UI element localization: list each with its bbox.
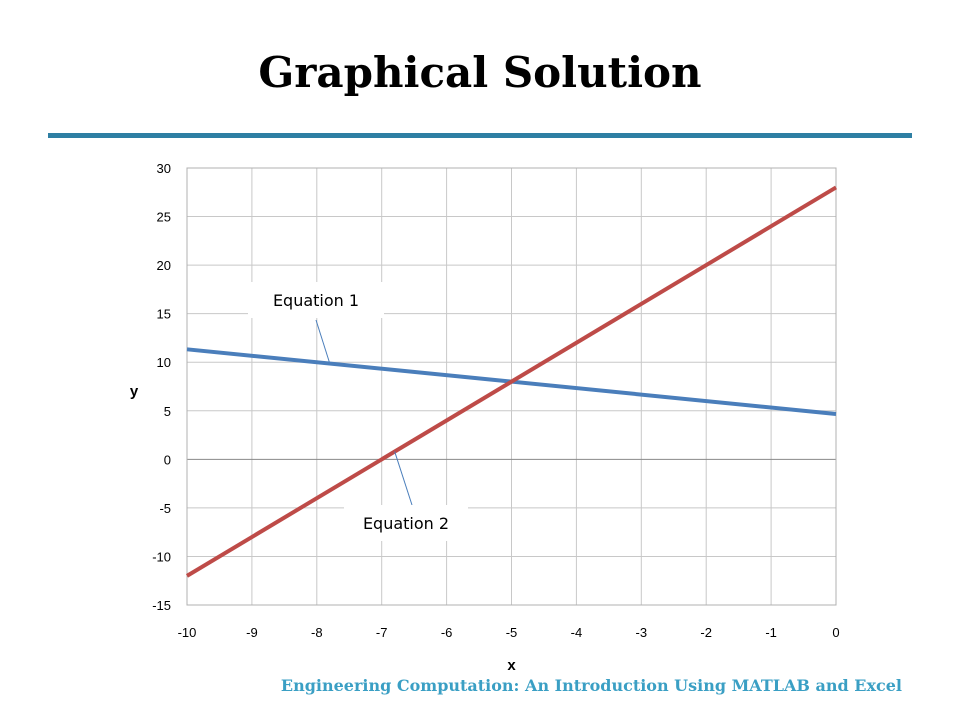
y-tick-label: 25 xyxy=(157,210,171,225)
series-line-2 xyxy=(185,185,838,578)
callout-box xyxy=(248,282,384,318)
plot-area xyxy=(186,167,837,606)
callout-label: Equation 1 xyxy=(273,291,359,310)
x-tick-label: -4 xyxy=(571,625,583,640)
y-tick-label: 5 xyxy=(164,404,171,419)
x-tick-label: -1 xyxy=(765,625,777,640)
callout-box xyxy=(344,505,468,541)
x-tick-label: -8 xyxy=(311,625,323,640)
x-tick-label: -2 xyxy=(700,625,712,640)
chart-grid xyxy=(186,167,837,606)
chart-series xyxy=(185,185,838,578)
y-tick-label: 10 xyxy=(157,355,171,370)
x-tick-label: -5 xyxy=(506,625,518,640)
y-tick-label: 20 xyxy=(157,258,171,273)
x-tick-label: -7 xyxy=(376,625,388,640)
y-axis-label: y xyxy=(130,383,139,400)
y-tick-label: 15 xyxy=(157,307,171,322)
y-tick-label: 30 xyxy=(157,161,171,176)
callout-leader xyxy=(394,451,413,506)
slide-title: Graphical Solution xyxy=(258,48,702,97)
x-tick-label: -6 xyxy=(441,625,453,640)
x-tick-label: -9 xyxy=(246,625,258,640)
title-divider xyxy=(48,133,912,138)
y-tick-label: -15 xyxy=(152,598,171,613)
footer-text: Engineering Computation: An Introduction… xyxy=(280,676,902,695)
y-tick-labels: -15 -10 -5 0 5 10 15 20 25 30 xyxy=(152,161,171,613)
x-tick-label: -3 xyxy=(636,625,648,640)
y-tick-label: -10 xyxy=(152,549,171,564)
callout-label: Equation 2 xyxy=(363,514,449,533)
callout-leader xyxy=(315,319,331,364)
x-tick-label: -10 xyxy=(178,625,197,640)
x-tick-labels: -10 -9 -8 -7 -6 -5 -4 -3 -2 -1 0 xyxy=(178,625,840,640)
chart-callouts: Equation 1 Equation 2 xyxy=(248,282,468,541)
x-tick-label: 0 xyxy=(832,625,839,640)
x-axis-label: x xyxy=(507,657,516,674)
y-tick-label: 0 xyxy=(164,452,171,467)
y-tick-label: -5 xyxy=(159,501,171,516)
